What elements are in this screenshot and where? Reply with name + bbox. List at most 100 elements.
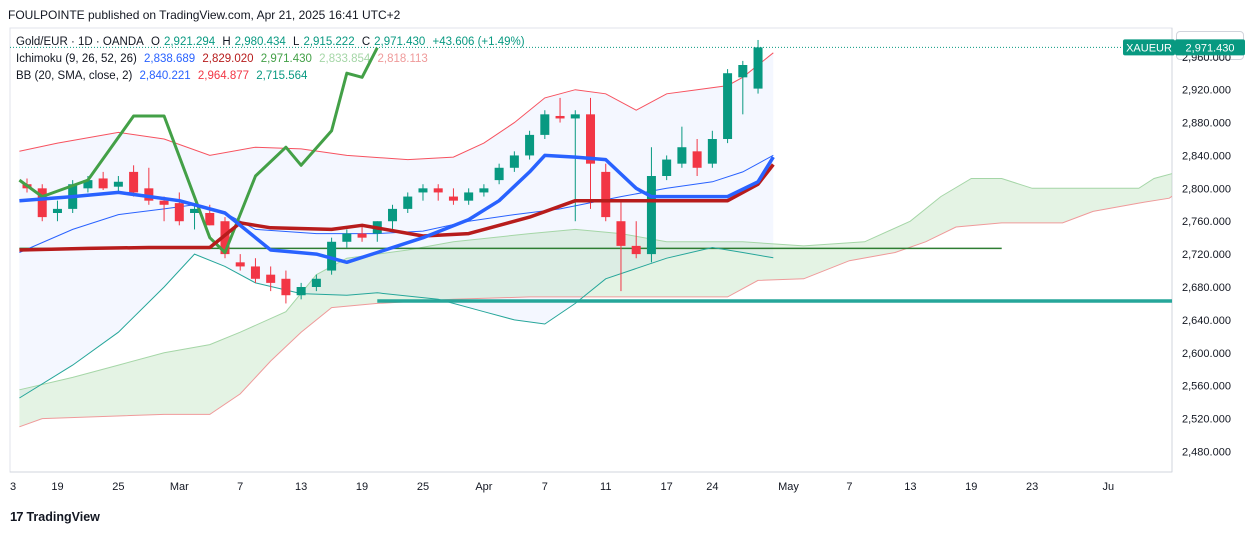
y-tick-label: 2,640.000 bbox=[1182, 315, 1231, 327]
candle bbox=[616, 200, 626, 292]
x-tick-label: 19 bbox=[51, 481, 63, 493]
lagging-span-line bbox=[18, 47, 379, 254]
candle-body bbox=[677, 147, 687, 164]
candle bbox=[311, 274, 321, 292]
candle bbox=[388, 204, 398, 230]
x-tick-label: Apr bbox=[475, 481, 492, 493]
bb-lower-value: 2,715.564 bbox=[256, 70, 308, 82]
candle bbox=[662, 155, 672, 181]
candle bbox=[525, 130, 535, 160]
candle-body bbox=[540, 114, 550, 135]
candle-body bbox=[616, 221, 626, 246]
candle bbox=[281, 270, 291, 304]
bb-upper-value: 2,964.877 bbox=[197, 70, 250, 82]
symbol-legend: Gold/EUR · 1D · OANDA O 2,921.294 H 2,980.… bbox=[16, 36, 529, 48]
candle bbox=[174, 192, 184, 226]
candle bbox=[98, 171, 108, 190]
ichimoku-cloud bbox=[19, 173, 1172, 427]
candle bbox=[250, 258, 260, 283]
candle bbox=[494, 163, 504, 185]
candle-body bbox=[311, 278, 321, 287]
candle bbox=[555, 97, 565, 123]
candle-body bbox=[98, 178, 108, 189]
ichimoku-lagging-value: 2,971.430 bbox=[260, 53, 312, 65]
y-tick-label: 2,480.000 bbox=[1182, 446, 1231, 458]
candle bbox=[464, 188, 474, 205]
candle bbox=[509, 151, 519, 172]
close-label: C bbox=[361, 36, 371, 48]
candle-body bbox=[205, 213, 215, 226]
y-tick-label: 2,680.000 bbox=[1182, 282, 1231, 294]
candle bbox=[52, 200, 62, 222]
candle bbox=[327, 237, 337, 275]
candle-body bbox=[403, 196, 413, 209]
candle-body bbox=[357, 233, 367, 238]
bb-legend[interactable]: BB (20, SMA, close, 2) 2,840.221 2,964.8… bbox=[16, 70, 311, 82]
candle bbox=[586, 97, 596, 209]
candle-body bbox=[753, 47, 763, 89]
x-tick-label: 25 bbox=[417, 481, 429, 493]
candle-body bbox=[296, 287, 306, 296]
y-tick-label: 2,720.000 bbox=[1182, 249, 1231, 261]
candle-body bbox=[601, 171, 611, 218]
candle bbox=[357, 225, 367, 242]
high-label: H bbox=[222, 36, 231, 48]
candle bbox=[646, 147, 656, 263]
ichimoku-label: Ichimoku (9, 26, 52, 26) bbox=[16, 53, 137, 65]
candle-body bbox=[37, 188, 47, 218]
x-tick-label: 7 bbox=[846, 481, 852, 493]
candle-body bbox=[464, 192, 474, 201]
x-tick-label: May bbox=[778, 481, 799, 493]
candle bbox=[448, 188, 458, 205]
bb-upper-line bbox=[19, 52, 774, 161]
candle bbox=[235, 254, 245, 271]
candle-body bbox=[235, 262, 245, 267]
low-value: 2,915.222 bbox=[303, 36, 355, 48]
candle-body bbox=[555, 115, 565, 119]
candle-body bbox=[83, 180, 93, 189]
candle-body bbox=[570, 114, 580, 119]
x-tick-label: Mar bbox=[170, 481, 189, 493]
x-tick-label: 7 bbox=[542, 481, 548, 493]
y-tick-label: 2,880.000 bbox=[1182, 118, 1231, 130]
y-tick-label: 2,600.000 bbox=[1182, 348, 1231, 360]
candle bbox=[570, 110, 580, 222]
candle bbox=[753, 39, 763, 94]
candle bbox=[144, 167, 154, 205]
candle-body bbox=[723, 73, 733, 139]
candle-body bbox=[159, 200, 169, 205]
tradingview-footer: 17 TradingView bbox=[10, 509, 100, 524]
symbol-tag: XAUEUR bbox=[1126, 42, 1172, 54]
publisher-line: FOULPOINTE published on TradingView.com,… bbox=[8, 8, 401, 22]
candle-body bbox=[220, 221, 230, 255]
candle bbox=[631, 221, 641, 259]
x-tick-label: 3 bbox=[10, 481, 16, 493]
candle bbox=[266, 266, 276, 292]
candle bbox=[296, 282, 306, 300]
y-tick-label: 2,520.000 bbox=[1182, 414, 1231, 426]
ichimoku-legend[interactable]: Ichimoku (9, 26, 52, 26) 2,838.689 2,829… bbox=[16, 53, 432, 65]
price-tag-bg bbox=[1175, 39, 1245, 56]
x-tick-label: 19 bbox=[965, 481, 977, 493]
candle-body bbox=[738, 65, 748, 78]
y-tick-label: 2,560.000 bbox=[1182, 381, 1231, 393]
x-tick-label: 23 bbox=[1026, 481, 1038, 493]
candle-body bbox=[418, 188, 428, 193]
candle-body bbox=[327, 241, 337, 271]
candle-body bbox=[266, 274, 276, 283]
candle-body bbox=[174, 203, 184, 222]
x-tick-label: Ju bbox=[1103, 481, 1115, 493]
bb-basis-value: 2,840.221 bbox=[139, 70, 191, 82]
candle-body bbox=[52, 208, 62, 213]
symbol-name[interactable]: Gold/EUR · 1D · OANDA bbox=[16, 36, 144, 48]
candle-body bbox=[281, 278, 291, 296]
candle bbox=[418, 184, 428, 201]
candle-body bbox=[646, 176, 656, 255]
candle bbox=[37, 184, 47, 222]
x-tick-label: 7 bbox=[237, 481, 243, 493]
plot-layer bbox=[18, 39, 1172, 428]
candle bbox=[479, 184, 489, 197]
candle bbox=[190, 204, 200, 230]
x-tick-label: 19 bbox=[356, 481, 368, 493]
